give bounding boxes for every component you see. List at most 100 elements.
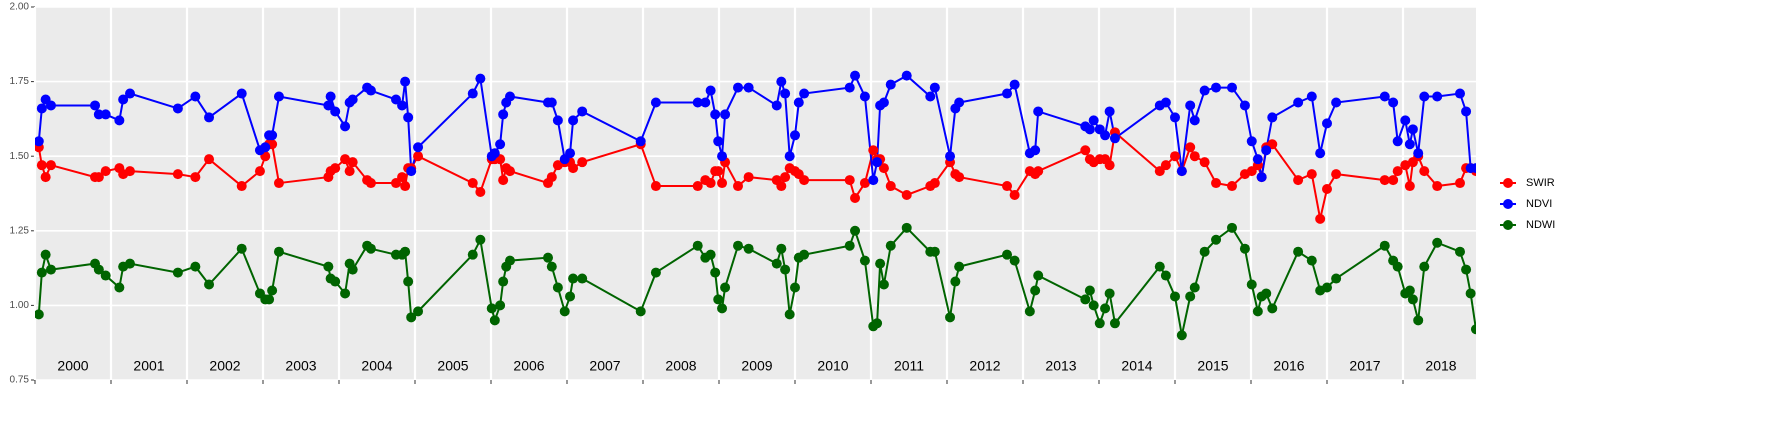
point	[710, 267, 721, 278]
point	[1432, 237, 1443, 248]
point	[365, 178, 376, 189]
point	[850, 225, 861, 236]
point	[267, 285, 278, 296]
point	[36, 267, 47, 278]
point	[1080, 294, 1091, 305]
point	[1388, 97, 1399, 108]
point	[190, 172, 201, 183]
year-label: 2014	[1121, 358, 1152, 374]
point	[1419, 166, 1430, 177]
point	[885, 240, 896, 251]
point	[254, 166, 265, 177]
point	[403, 112, 414, 123]
panel	[35, 7, 1476, 380]
plot-area	[35, 70, 1476, 341]
year-label: 2001	[133, 358, 164, 374]
point	[467, 249, 478, 260]
point	[1315, 213, 1326, 224]
y-tick-label: 1.75	[10, 76, 30, 87]
point	[776, 181, 787, 192]
point	[260, 142, 271, 153]
year-label: 2005	[437, 358, 468, 374]
point	[954, 97, 965, 108]
point	[1104, 160, 1115, 171]
point	[1331, 273, 1342, 284]
point	[844, 175, 855, 186]
point	[1432, 181, 1443, 192]
point	[498, 109, 509, 120]
point	[1080, 145, 1091, 156]
point	[125, 166, 135, 177]
point	[710, 109, 721, 120]
point	[1404, 181, 1415, 192]
point	[1432, 91, 1443, 102]
point	[1419, 91, 1430, 102]
point	[330, 276, 341, 287]
point	[495, 139, 506, 150]
point	[650, 181, 661, 192]
point	[793, 97, 804, 108]
point	[413, 306, 424, 317]
point	[733, 240, 743, 251]
point	[1170, 151, 1180, 162]
point	[780, 88, 791, 99]
point	[397, 100, 408, 111]
point	[1088, 115, 1099, 126]
point	[705, 249, 716, 260]
point	[1267, 303, 1278, 314]
point	[1293, 175, 1304, 186]
point	[1109, 133, 1120, 144]
year-label: 2007	[589, 358, 620, 374]
point	[172, 103, 183, 114]
point	[40, 172, 51, 183]
point	[1392, 261, 1403, 272]
point	[713, 166, 724, 177]
point	[733, 181, 743, 192]
point	[872, 318, 883, 329]
point	[489, 315, 500, 326]
point	[505, 166, 515, 177]
point	[347, 264, 358, 275]
point	[565, 148, 576, 159]
point	[568, 163, 579, 174]
point	[100, 109, 111, 120]
year-label: 2013	[1045, 358, 1076, 374]
legend-label: NDWI	[1526, 219, 1555, 231]
point	[577, 157, 588, 168]
point	[1293, 97, 1304, 108]
point	[568, 115, 579, 126]
point	[190, 261, 201, 272]
point	[720, 282, 731, 293]
point	[577, 273, 588, 284]
point	[1109, 318, 1120, 329]
point	[1379, 175, 1390, 186]
point	[1461, 264, 1472, 275]
point	[790, 282, 800, 293]
point	[505, 255, 515, 266]
point	[1461, 106, 1472, 117]
point	[118, 94, 129, 105]
point	[1293, 246, 1304, 257]
point	[1104, 106, 1115, 117]
point	[1322, 184, 1332, 195]
y-tick-label: 1.25	[10, 225, 30, 236]
point	[850, 192, 861, 203]
point	[1199, 157, 1210, 168]
year-label: 2010	[817, 358, 848, 374]
y-tick-label: 1.50	[10, 151, 30, 162]
point	[780, 172, 791, 183]
point	[489, 148, 500, 159]
y-tick-label: 0.75	[10, 375, 30, 386]
point	[467, 178, 478, 189]
point	[844, 240, 855, 251]
point	[495, 300, 506, 311]
point	[859, 178, 870, 189]
point	[1094, 318, 1105, 329]
year-label: 2006	[513, 358, 544, 374]
point	[90, 100, 101, 111]
point	[365, 85, 376, 96]
point	[954, 261, 965, 272]
year-label: 2000	[57, 358, 88, 374]
point	[878, 163, 889, 174]
point	[1261, 288, 1272, 299]
